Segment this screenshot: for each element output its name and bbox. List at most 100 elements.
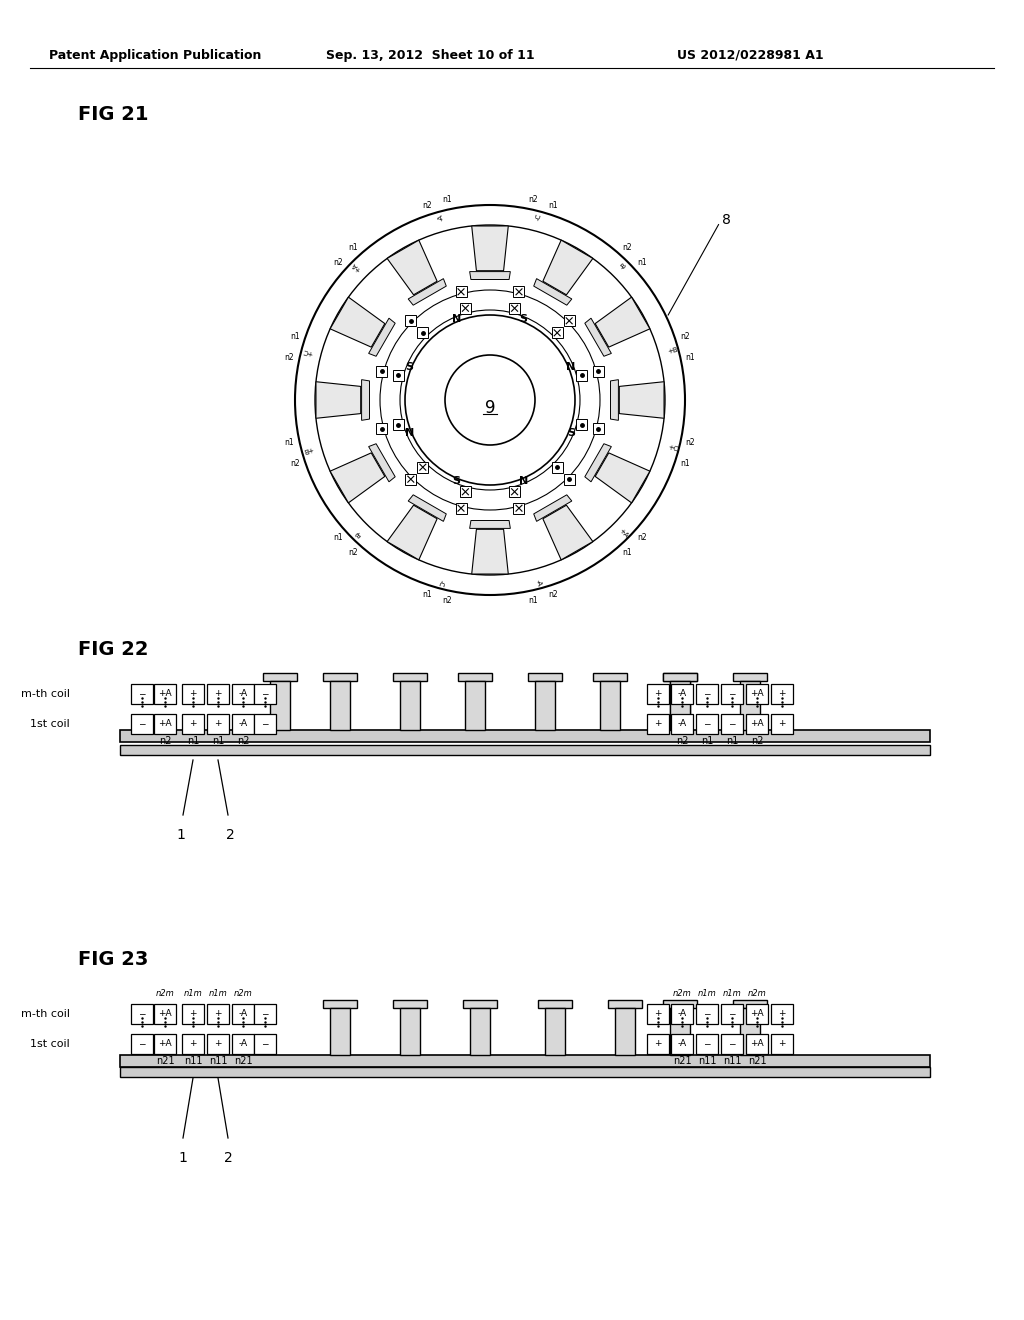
Text: n1: n1 bbox=[638, 259, 647, 268]
Bar bbox=[207, 1005, 229, 1024]
Text: −: − bbox=[728, 689, 736, 698]
Bar bbox=[577, 418, 587, 430]
Text: +A: +A bbox=[158, 719, 172, 729]
Text: n2: n2 bbox=[676, 737, 688, 746]
Text: +: + bbox=[189, 719, 197, 729]
Text: +: + bbox=[654, 1040, 662, 1048]
Text: n21: n21 bbox=[748, 1056, 766, 1067]
Text: −: − bbox=[261, 689, 268, 698]
Bar bbox=[460, 486, 471, 498]
Text: n11: n11 bbox=[723, 1056, 741, 1067]
Text: n1m: n1m bbox=[723, 989, 741, 998]
Text: n2: n2 bbox=[422, 201, 431, 210]
Text: −: − bbox=[138, 1040, 145, 1048]
Bar bbox=[671, 1034, 693, 1053]
Bar bbox=[771, 1034, 793, 1053]
Bar bbox=[465, 681, 485, 730]
Polygon shape bbox=[543, 240, 593, 294]
Text: n1: n1 bbox=[686, 352, 695, 362]
Text: +A: +A bbox=[751, 689, 764, 698]
Bar bbox=[671, 684, 693, 704]
Text: -A: -A bbox=[239, 1040, 248, 1048]
Text: −: − bbox=[703, 1040, 711, 1048]
Bar bbox=[393, 673, 427, 681]
Text: FIG 21: FIG 21 bbox=[78, 106, 148, 124]
Bar bbox=[232, 1034, 254, 1053]
Text: +: + bbox=[654, 1010, 662, 1019]
Text: Patent Application Publication: Patent Application Publication bbox=[49, 49, 261, 62]
Text: n1: n1 bbox=[333, 533, 342, 541]
Text: −: − bbox=[261, 719, 268, 729]
Bar bbox=[593, 424, 604, 434]
Bar bbox=[509, 302, 520, 314]
Text: 1st coil: 1st coil bbox=[31, 1039, 70, 1049]
Bar bbox=[746, 1005, 768, 1024]
Circle shape bbox=[445, 355, 535, 445]
Bar bbox=[563, 315, 574, 326]
Text: +B: +B bbox=[301, 445, 313, 453]
Text: n2: n2 bbox=[159, 737, 171, 746]
Bar bbox=[552, 462, 562, 473]
Bar bbox=[456, 286, 467, 297]
Text: -A: -A bbox=[678, 719, 686, 729]
Bar bbox=[254, 1005, 276, 1024]
Text: 1st coil: 1st coil bbox=[31, 719, 70, 729]
Bar bbox=[254, 714, 276, 734]
Bar bbox=[406, 315, 417, 326]
Bar bbox=[509, 486, 520, 498]
Text: n1: n1 bbox=[527, 597, 538, 605]
Text: n1: n1 bbox=[290, 333, 300, 341]
Polygon shape bbox=[369, 444, 395, 482]
Text: m-th coil: m-th coil bbox=[22, 1008, 70, 1019]
Bar bbox=[232, 1005, 254, 1024]
Text: n1: n1 bbox=[212, 737, 224, 746]
Bar bbox=[740, 681, 760, 730]
Text: n1: n1 bbox=[422, 590, 431, 599]
Bar bbox=[131, 1034, 153, 1053]
Text: +A: +A bbox=[158, 1040, 172, 1048]
Text: FIG 23: FIG 23 bbox=[78, 950, 148, 969]
Text: -A: -A bbox=[239, 689, 248, 698]
Text: n21: n21 bbox=[673, 1056, 691, 1067]
Bar bbox=[154, 714, 176, 734]
Bar bbox=[746, 714, 768, 734]
Text: +A: +A bbox=[751, 1010, 764, 1019]
Bar bbox=[513, 503, 524, 513]
Text: +: + bbox=[214, 1040, 222, 1048]
Bar bbox=[733, 1001, 767, 1008]
Bar bbox=[131, 714, 153, 734]
Bar bbox=[207, 1034, 229, 1053]
Text: 2: 2 bbox=[225, 828, 234, 842]
Text: n1: n1 bbox=[442, 195, 453, 205]
Bar bbox=[120, 1055, 930, 1067]
Text: +: + bbox=[654, 689, 662, 698]
Text: n1m: n1m bbox=[209, 989, 227, 998]
Polygon shape bbox=[595, 453, 650, 503]
Text: -B: -B bbox=[620, 261, 629, 271]
Bar bbox=[263, 673, 297, 681]
Polygon shape bbox=[330, 297, 385, 347]
Text: -A: -A bbox=[678, 1010, 686, 1019]
Bar bbox=[535, 681, 555, 730]
Text: S: S bbox=[567, 429, 574, 438]
Bar bbox=[182, 1034, 204, 1053]
Text: −: − bbox=[261, 1010, 268, 1019]
Text: n21: n21 bbox=[156, 1056, 174, 1067]
Bar bbox=[670, 681, 690, 730]
Text: +: + bbox=[778, 719, 785, 729]
Bar bbox=[154, 684, 176, 704]
Bar bbox=[182, 1005, 204, 1024]
Bar bbox=[154, 1005, 176, 1024]
Bar bbox=[545, 1008, 565, 1055]
Text: n1: n1 bbox=[285, 438, 294, 447]
Bar bbox=[120, 744, 930, 755]
Text: -A: -A bbox=[239, 1010, 248, 1019]
Text: -C: -C bbox=[536, 213, 543, 222]
Text: n1m: n1m bbox=[183, 989, 203, 998]
Text: n2: n2 bbox=[333, 259, 342, 268]
Bar bbox=[182, 684, 204, 704]
Bar bbox=[721, 1034, 743, 1053]
Bar bbox=[154, 1034, 176, 1053]
Bar bbox=[647, 684, 669, 704]
Text: N: N bbox=[404, 429, 414, 438]
